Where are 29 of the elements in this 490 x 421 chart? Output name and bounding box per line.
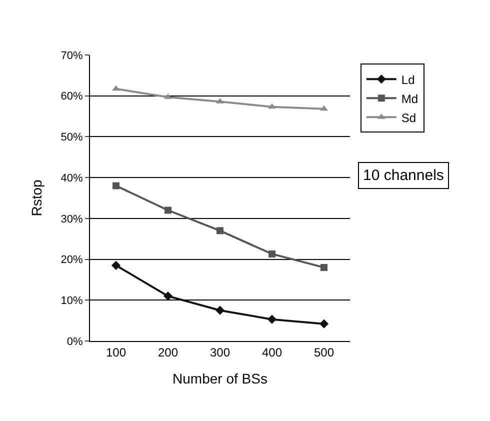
point xyxy=(112,182,120,190)
x-axis-title: Number of BSs xyxy=(172,370,268,387)
x-tick-label: 100 xyxy=(106,345,126,360)
point xyxy=(111,260,121,270)
point xyxy=(163,292,173,301)
point xyxy=(320,264,328,271)
y-tick-label: 50% xyxy=(60,132,84,144)
legend-label: Ld xyxy=(401,72,415,87)
y-tick-label: 20% xyxy=(60,254,84,266)
point xyxy=(268,250,276,258)
y-tick-label: 60% xyxy=(60,90,84,103)
legend-label: Sd xyxy=(401,110,416,125)
point xyxy=(216,227,224,234)
x-tick-label: 300 xyxy=(210,345,230,360)
y-tick-label: 40% xyxy=(60,172,84,184)
y-tick-label: 10% xyxy=(60,294,84,307)
legend-label: Md xyxy=(401,92,418,106)
point xyxy=(164,206,172,214)
point xyxy=(215,306,225,315)
x-tick-label: 200 xyxy=(158,345,178,360)
x-tick-label: 400 xyxy=(262,345,282,360)
point xyxy=(267,314,277,324)
text: 10 channels xyxy=(363,167,444,184)
y-tick-label: 30% xyxy=(60,213,84,226)
y-axis-title: Rstop xyxy=(28,180,44,216)
x-tick-label: 500 xyxy=(314,345,334,360)
y-tick-label: 70% xyxy=(60,50,84,62)
point xyxy=(319,319,329,328)
y-tick-label: 0% xyxy=(66,336,84,348)
